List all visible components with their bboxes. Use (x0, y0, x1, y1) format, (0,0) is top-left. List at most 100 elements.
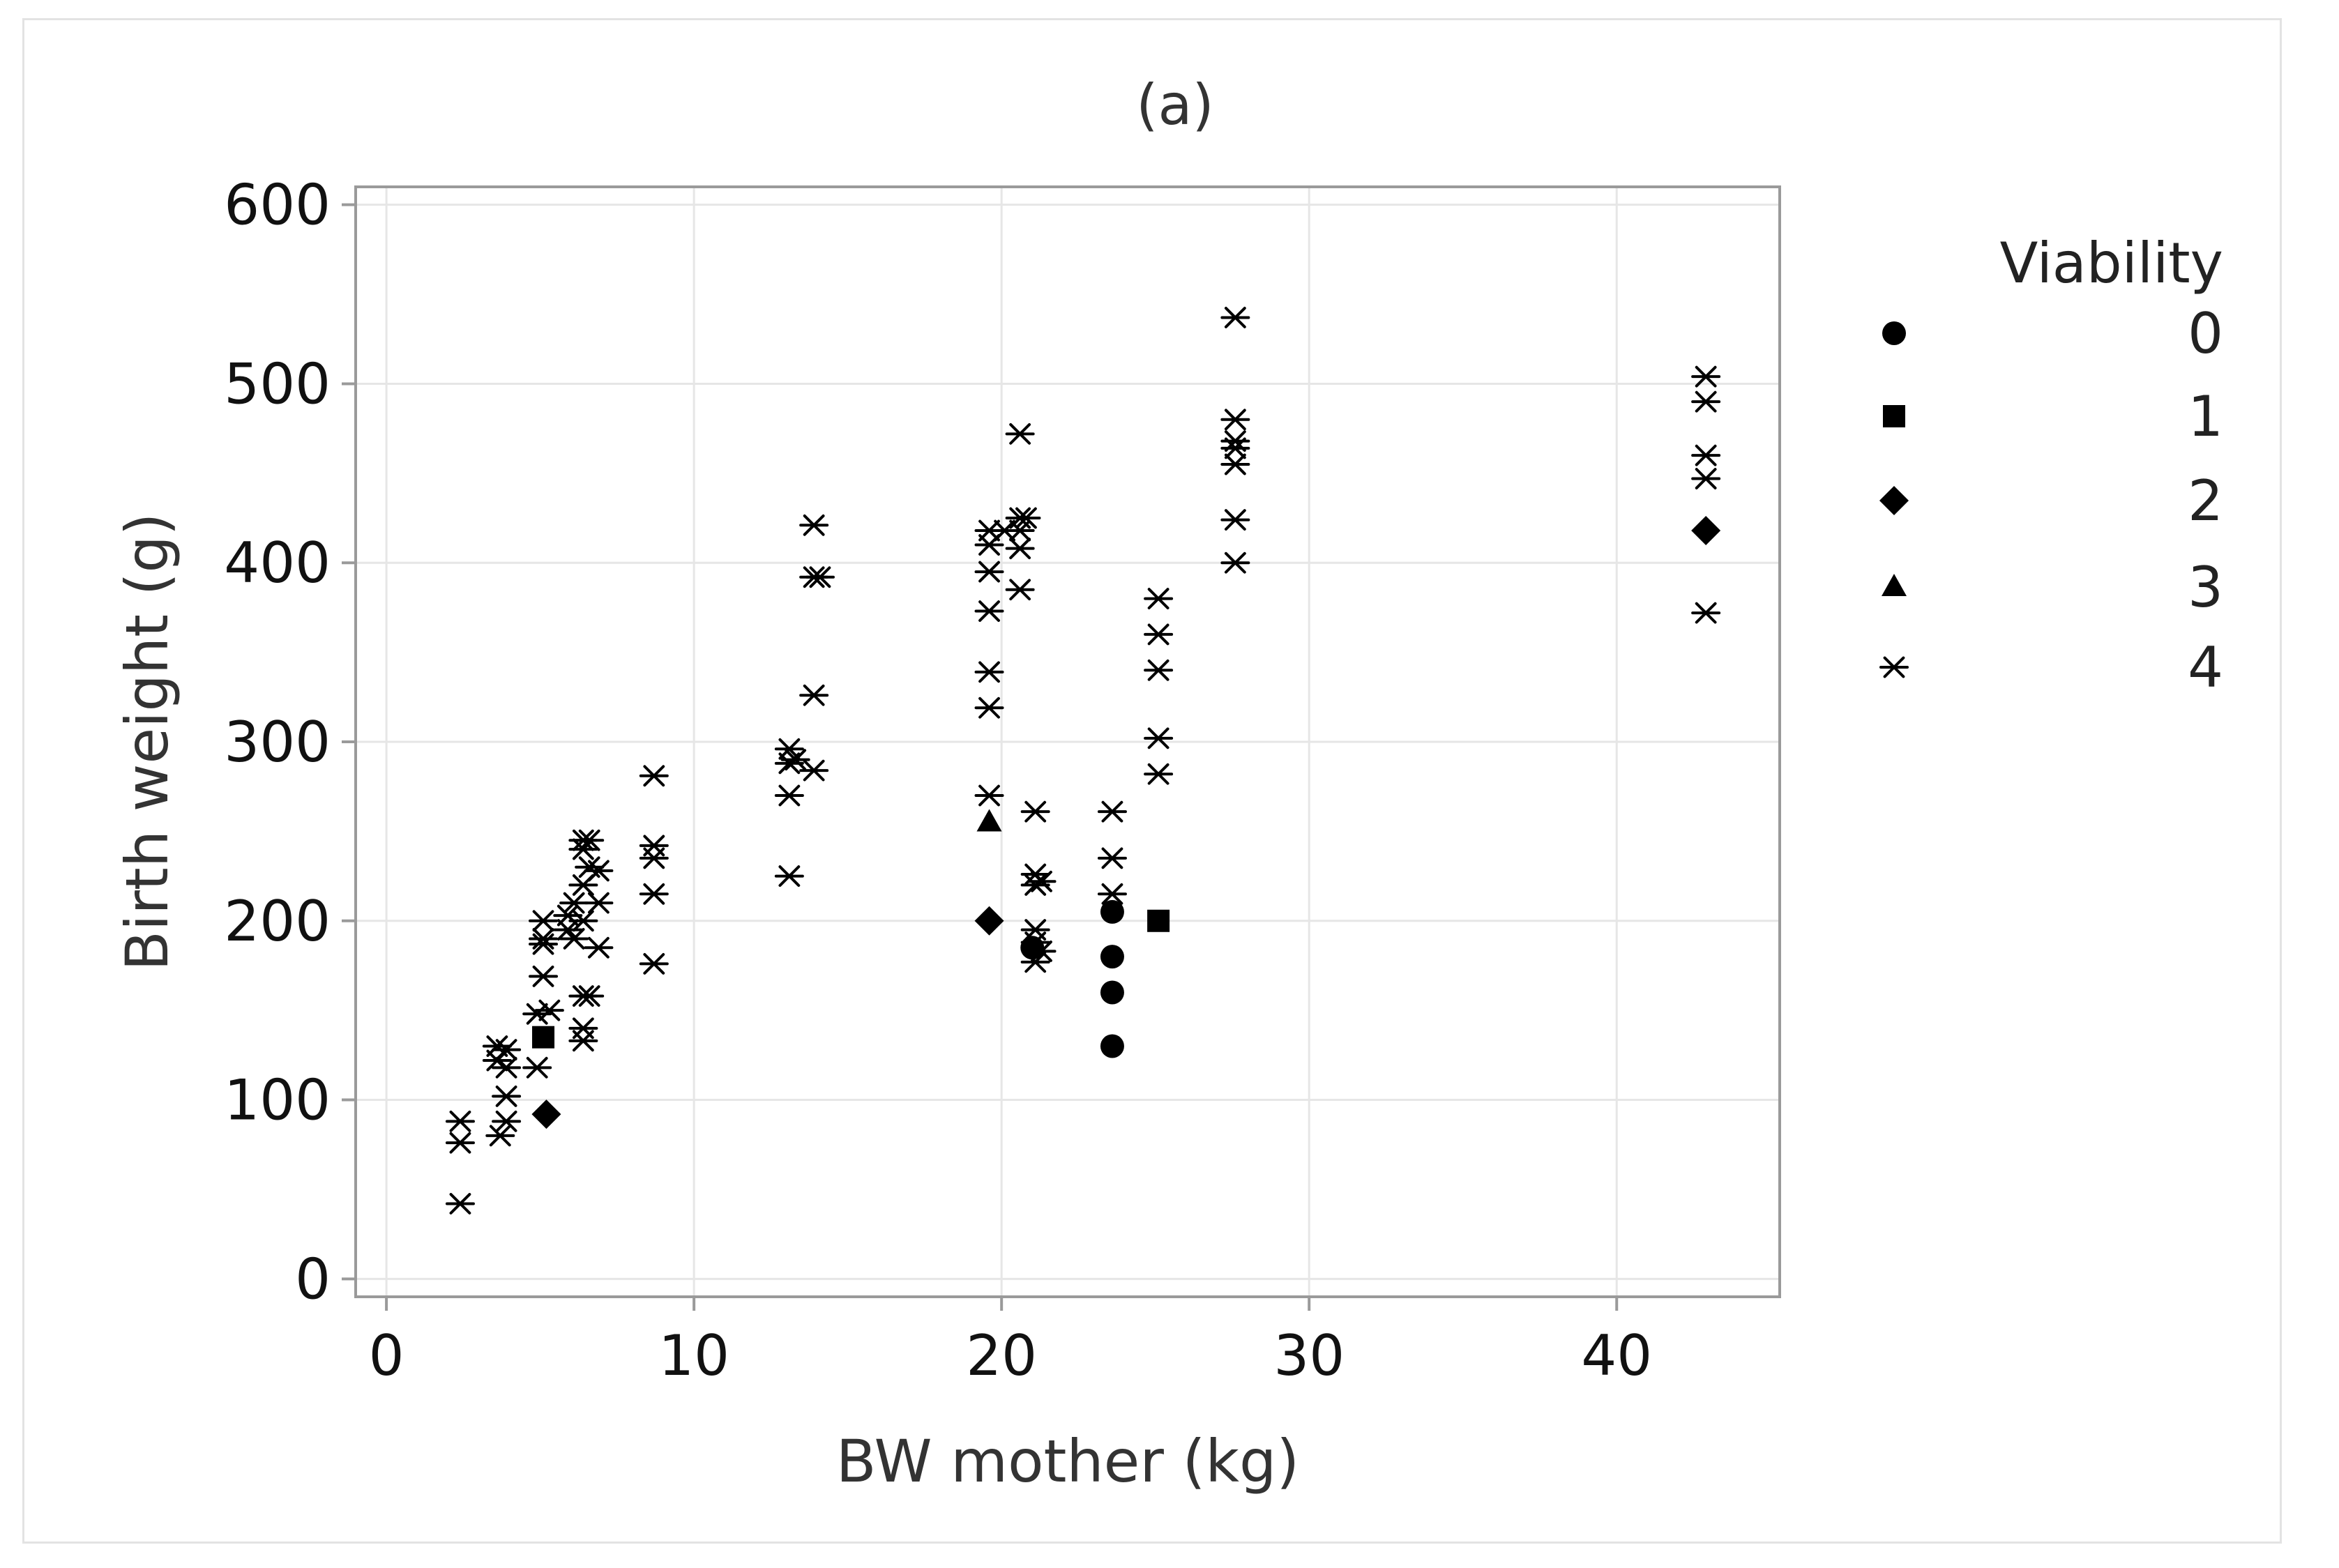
point-asterisk-viability-4 (799, 514, 829, 536)
gridlines (356, 187, 1780, 1297)
x-tick-label: 30 (1273, 1323, 1345, 1388)
point-asterisk-viability-4 (780, 749, 810, 771)
point-asterisk-viability-4 (1691, 365, 1721, 388)
point-asterisk-viability-4 (774, 784, 804, 807)
legend-label-4: 4 (2188, 635, 2223, 700)
point-asterisk-viability-4 (1011, 507, 1041, 529)
point-asterisk-viability-4 (1027, 941, 1057, 962)
point-asterisk-viability-4 (1144, 659, 1174, 681)
legend-label-0: 0 (2188, 301, 2223, 366)
point-asterisk-viability-4 (575, 829, 605, 851)
legend-marker-circle-icon (1882, 321, 1906, 345)
x-tick-label: 20 (966, 1323, 1037, 1388)
point-asterisk-viability-4 (559, 892, 589, 914)
point-asterisk-viability-4 (1020, 931, 1050, 953)
x-tick-label: 10 (658, 1323, 729, 1388)
point-asterisk-viability-4 (485, 1125, 515, 1147)
point-asterisk-viability-4 (805, 566, 835, 588)
point-asterisk-viability-4 (774, 865, 804, 887)
point-asterisk-viability-4 (1027, 870, 1057, 892)
point-asterisk-viability-4 (639, 883, 669, 905)
point-asterisk-viability-4 (492, 1086, 522, 1107)
point-circle-viability-0 (1100, 945, 1124, 969)
x-tick-label: 40 (1581, 1323, 1652, 1388)
point-asterisk-viability-4 (1005, 579, 1035, 601)
point-asterisk-viability-4 (1691, 468, 1721, 489)
point-asterisk-viability-4 (1691, 602, 1721, 624)
point-asterisk-viability-4 (1691, 444, 1721, 466)
chart-title: (a) (1136, 73, 1213, 137)
point-asterisk-viability-4 (1144, 623, 1174, 646)
point-asterisk-viability-4 (445, 1110, 475, 1132)
legend-marker-asterisk-icon (1879, 656, 1909, 678)
legend-marker-triangle-icon (1882, 574, 1907, 596)
point-asterisk-viability-4 (529, 910, 559, 932)
point-asterisk-viability-4 (445, 1193, 475, 1215)
point-square-viability-1 (1147, 909, 1170, 932)
point-asterisk-viability-4 (534, 999, 564, 1021)
point-asterisk-viability-4 (799, 684, 829, 706)
point-asterisk-viability-4 (584, 936, 614, 959)
point-asterisk-viability-4 (492, 1056, 522, 1079)
legend-label-3: 3 (2188, 555, 2223, 620)
point-asterisk-viability-4 (568, 1030, 598, 1052)
point-asterisk-viability-4 (1220, 409, 1250, 431)
point-asterisk-viability-4 (639, 847, 669, 869)
point-asterisk-viability-4 (974, 561, 1004, 583)
y-tick-label: 600 (224, 173, 331, 238)
point-asterisk-viability-4 (568, 838, 598, 860)
point-diamond-viability-2 (974, 906, 1004, 936)
point-asterisk-viability-4 (568, 1017, 598, 1040)
point-asterisk-viability-4 (1220, 307, 1250, 328)
point-asterisk-viability-4 (1144, 588, 1174, 609)
point-asterisk-viability-4 (1144, 727, 1174, 749)
point-triangle-viability-3 (976, 809, 1002, 832)
point-asterisk-viability-4 (492, 1110, 522, 1132)
point-asterisk-viability-4 (1097, 800, 1127, 823)
y-tick-label: 200 (224, 889, 331, 954)
point-circle-viability-0 (1100, 980, 1124, 1005)
point-circle-viability-0 (1100, 1034, 1124, 1058)
legend-marker-square-icon (1883, 405, 1905, 427)
point-asterisk-viability-4 (529, 933, 559, 955)
point-asterisk-viability-4 (559, 928, 589, 950)
point-asterisk-viability-4 (445, 1132, 475, 1154)
point-diamond-viability-2 (531, 1099, 561, 1129)
point-square-viability-1 (532, 1026, 555, 1049)
point-asterisk-viability-4 (1691, 390, 1721, 413)
point-asterisk-viability-4 (639, 765, 669, 787)
legend-label-1: 1 (2188, 384, 2223, 449)
point-asterisk-viability-4 (974, 784, 1004, 807)
point-asterisk-viability-4 (492, 1039, 522, 1061)
point-asterisk-viability-4 (1220, 437, 1250, 459)
point-diamond-viability-2 (1691, 516, 1721, 546)
point-asterisk-viability-4 (1020, 951, 1050, 973)
point-asterisk-viability-4 (639, 835, 669, 857)
point-asterisk-viability-4 (1005, 538, 1035, 560)
y-tick-label: 300 (224, 710, 331, 775)
x-axis-label: BW mother (kg) (836, 1427, 1299, 1495)
point-asterisk-viability-4 (1220, 551, 1250, 574)
point-asterisk-viability-4 (1005, 519, 1035, 542)
point-asterisk-viability-4 (1220, 509, 1250, 531)
point-asterisk-viability-4 (1144, 763, 1174, 785)
legend: Viability 0 1 2 3 4 (1879, 231, 2223, 700)
point-asterisk-viability-4 (522, 1056, 552, 1079)
point-asterisk-viability-4 (529, 965, 559, 987)
y-tick-label: 0 (295, 1247, 331, 1311)
point-asterisk-viability-4 (974, 697, 1004, 719)
point-circle-viability-0 (1100, 899, 1124, 924)
legend-marker-diamond-icon (1879, 486, 1909, 515)
legend-label-2: 2 (2188, 469, 2223, 533)
y-tick-label: 500 (224, 351, 331, 416)
point-asterisk-viability-4 (584, 892, 614, 914)
y-axis-label: Birth weight (g) (113, 512, 181, 971)
point-asterisk-viability-4 (799, 759, 829, 782)
y-tick-label: 400 (224, 531, 331, 595)
data-points (445, 307, 1721, 1215)
point-asterisk-viability-4 (1005, 423, 1035, 445)
point-asterisk-viability-4 (1020, 800, 1050, 823)
point-asterisk-viability-4 (974, 600, 1004, 622)
